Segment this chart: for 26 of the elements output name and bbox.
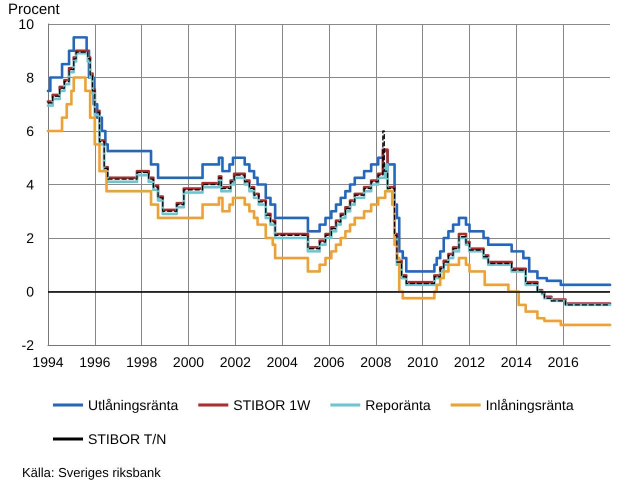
x-tick-label: 1996	[79, 354, 111, 370]
y-tick-label: 2	[26, 230, 34, 246]
legend-label: Reporänta	[365, 397, 431, 413]
x-tick-label: 2012	[454, 354, 486, 370]
y-axis-title: Procent	[8, 1, 61, 18]
y-tick-label: -2	[22, 337, 34, 353]
x-tick-label: 2010	[407, 354, 438, 370]
y-tick-label: 4	[26, 176, 34, 192]
x-tick-label: 1998	[126, 354, 158, 370]
legend-label: Inlåningsränta	[486, 397, 574, 413]
x-tick-label: 2006	[313, 354, 345, 370]
x-tick-label: 1994	[32, 354, 64, 370]
x-tick-label: 2016	[548, 354, 579, 370]
x-tick-label: 2004	[266, 354, 298, 370]
x-tick-label: 2014	[500, 354, 532, 370]
y-tick-label: 10	[18, 16, 34, 32]
x-tick-label: 2002	[220, 354, 252, 370]
y-tick-label: 8	[26, 70, 34, 86]
text: Källa: Sveriges riksbank	[22, 465, 162, 480]
x-tick-label: 2008	[360, 354, 392, 370]
y-tick-label: 6	[26, 123, 34, 139]
y-tick-label: 0	[26, 284, 34, 300]
legend-label: STIBOR T/N	[88, 431, 166, 447]
legend-label: STIBOR 1W	[233, 397, 312, 413]
x-tick-label: 2000	[172, 354, 204, 370]
legend-label: Utlåningsränta	[88, 397, 178, 413]
